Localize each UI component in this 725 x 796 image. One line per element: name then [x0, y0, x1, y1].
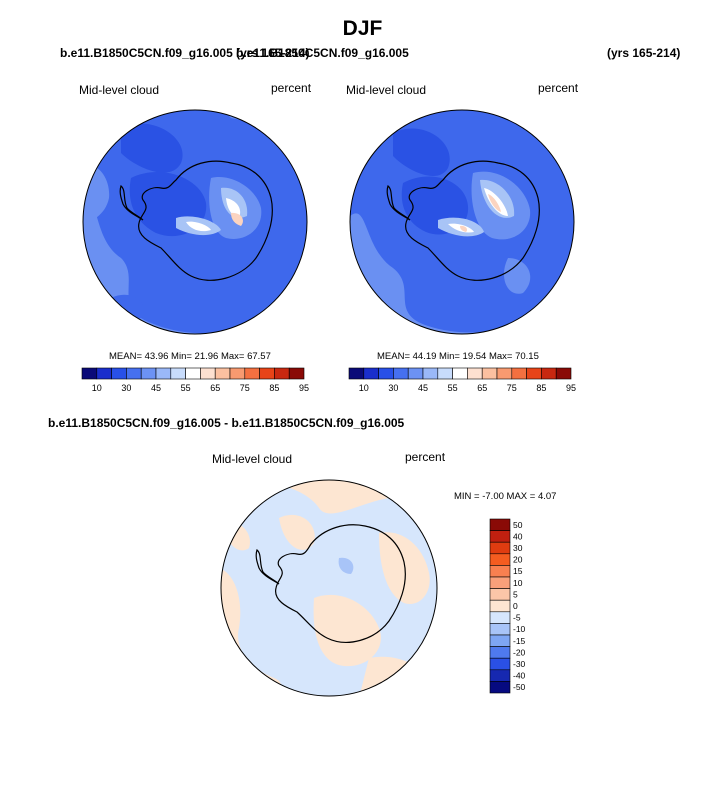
diff-colorbar-tick-label: -5: [513, 613, 521, 623]
right-colorbar-tick-label: 55: [448, 383, 458, 393]
right-colorbar-swatch: [511, 367, 527, 380]
left-colorbar-swatch: [81, 367, 98, 380]
diff-colorbar-swatch: [489, 669, 511, 682]
left-colorbar-swatch: [126, 367, 142, 380]
left-colorbar-swatch: [185, 367, 201, 380]
diff-colorbar-swatch: [489, 541, 511, 555]
left-colorbar-swatch: [244, 367, 260, 380]
right-stats: MEAN= 44.19 Min= 19.54 Max= 70.15: [377, 351, 539, 362]
left-colorbar-tick-label: 95: [299, 383, 309, 393]
right-colorbar-swatch: [452, 367, 468, 380]
diff-colorbar-tick-label: 15: [513, 566, 523, 576]
diff-colorbar-swatch: [489, 565, 511, 578]
left-colorbar-swatch: [111, 367, 127, 380]
diff-colorbar-tick-label: -30: [513, 659, 526, 669]
diff-colorbar-tick-label: 10: [513, 578, 523, 588]
diff-colorbar-tick-label: 20: [513, 555, 523, 565]
left-colorbar-tick-label: 30: [121, 383, 131, 393]
diff-colorbar-swatch: [489, 530, 511, 543]
left-colorbar-tick-label: 55: [181, 383, 191, 393]
right-colorbar-swatch: [363, 367, 379, 380]
left-colorbar-tick-label: 10: [92, 383, 102, 393]
left-colorbar-swatch: [229, 367, 246, 380]
left-colorbar-tick-label: 75: [240, 383, 250, 393]
right-colorbar-tick-label: 30: [388, 383, 398, 393]
right-colorbar-swatch: [437, 367, 453, 380]
left-stats: MEAN= 43.96 Min= 21.96 Max= 67.57: [109, 351, 271, 362]
diff-colorbar-swatch: [489, 657, 511, 671]
right-colorbar-tick-label: 10: [359, 383, 369, 393]
right-colorbar-swatch: [496, 367, 513, 380]
diff-colorbar-swatch: [489, 576, 511, 589]
right-colorbar-swatch: [555, 367, 572, 380]
right-colorbar-tick-label: 85: [536, 383, 546, 393]
right-colorbar-tick-label: 45: [418, 383, 428, 393]
right-case-years: (yrs 165-214): [607, 46, 681, 60]
figure-title: DJF: [342, 17, 383, 40]
diff-colorbar-swatch: [489, 623, 511, 636]
diff-colorbar-tick-label: 40: [513, 531, 523, 541]
right-colorbar-tick-label: 75: [507, 383, 517, 393]
right-colorbar-swatch: [393, 367, 409, 380]
right-colorbar-swatch: [541, 367, 557, 380]
diff-colorbar-tick-label: -40: [513, 671, 526, 681]
diff-colorbar-tick-label: 5: [513, 589, 518, 599]
diff-case-title: b.e11.B1850C5CN.f09_g16.005 - b.e11.B185…: [48, 416, 405, 430]
right-colorbar-tick-label: 65: [477, 383, 487, 393]
left-colorbar-tick-label: 45: [151, 383, 161, 393]
right-polar-map: [349, 109, 575, 335]
right-colorbar: 10 30 45 55 65 75 85 95: [348, 367, 576, 393]
left-units-label: percent: [271, 81, 312, 95]
left-variable-label: Mid-level cloud: [79, 83, 160, 97]
right-colorbar-swatch: [378, 367, 394, 380]
left-colorbar-tick-label: 85: [269, 383, 279, 393]
diff-colorbar-swatch: [489, 611, 511, 624]
right-colorbar-swatch: [407, 367, 424, 380]
diff-colorbar-swatch: [489, 553, 511, 566]
diff-colorbar-swatch: [489, 588, 511, 601]
diff-variable-label: Mid-level cloud: [212, 452, 293, 466]
left-colorbar-swatch: [288, 367, 305, 380]
left-polar-map: [82, 109, 308, 335]
right-colorbar-tick-label: 95: [566, 383, 576, 393]
right-units-label: percent: [538, 81, 579, 95]
diff-units-label: percent: [405, 450, 446, 464]
diff-colorbar-tick-label: -10: [513, 624, 526, 634]
left-colorbar-tick-label: 65: [210, 383, 220, 393]
left-colorbar-swatch: [274, 367, 290, 380]
diff-colorbar-swatch: [489, 646, 511, 659]
right-variable-label: Mid-level cloud: [346, 83, 427, 97]
diff-polar-map: [220, 479, 438, 697]
left-colorbar-swatch: [214, 367, 231, 380]
diff-colorbar-tick-label: -20: [513, 647, 526, 657]
left-colorbar-swatch: [200, 367, 216, 380]
right-colorbar-swatch: [422, 367, 439, 380]
right-colorbar-swatch: [526, 367, 542, 380]
diff-colorbar-tick-label: 30: [513, 543, 523, 553]
right-colorbar-swatch: [348, 367, 365, 380]
diff-colorbar-tick-label: -15: [513, 636, 526, 646]
diff-stats: MIN = -7.00 MAX = 4.07: [454, 491, 557, 502]
diff-colorbar-tick-label: -50: [513, 682, 526, 692]
left-colorbar-swatch: [170, 367, 186, 380]
left-colorbar-swatch: [140, 367, 157, 380]
right-colorbar-swatch: [481, 367, 498, 380]
diff-colorbar-tick-label: 50: [513, 520, 523, 530]
right-case-title: b.e11.B1850C5CN.f09_g16.005: [236, 46, 409, 60]
left-case-title: b.e11.B1850C5CN.f09_g16.005 (yrs 165-214…: [60, 46, 310, 60]
diff-colorbar-swatch: [489, 681, 511, 694]
diff-colorbar-swatch: [489, 599, 511, 613]
diff-colorbar-tick-label: 0: [513, 601, 518, 611]
left-colorbar-swatch: [96, 367, 112, 380]
left-colorbar: 10 30 45 55 65 75 85 95: [81, 367, 309, 393]
left-colorbar-swatch: [155, 367, 172, 380]
diff-colorbar-swatch: [489, 634, 511, 647]
diff-colorbar-swatch: [489, 518, 511, 531]
right-colorbar-swatch: [467, 367, 483, 380]
left-colorbar-swatch: [259, 367, 275, 380]
